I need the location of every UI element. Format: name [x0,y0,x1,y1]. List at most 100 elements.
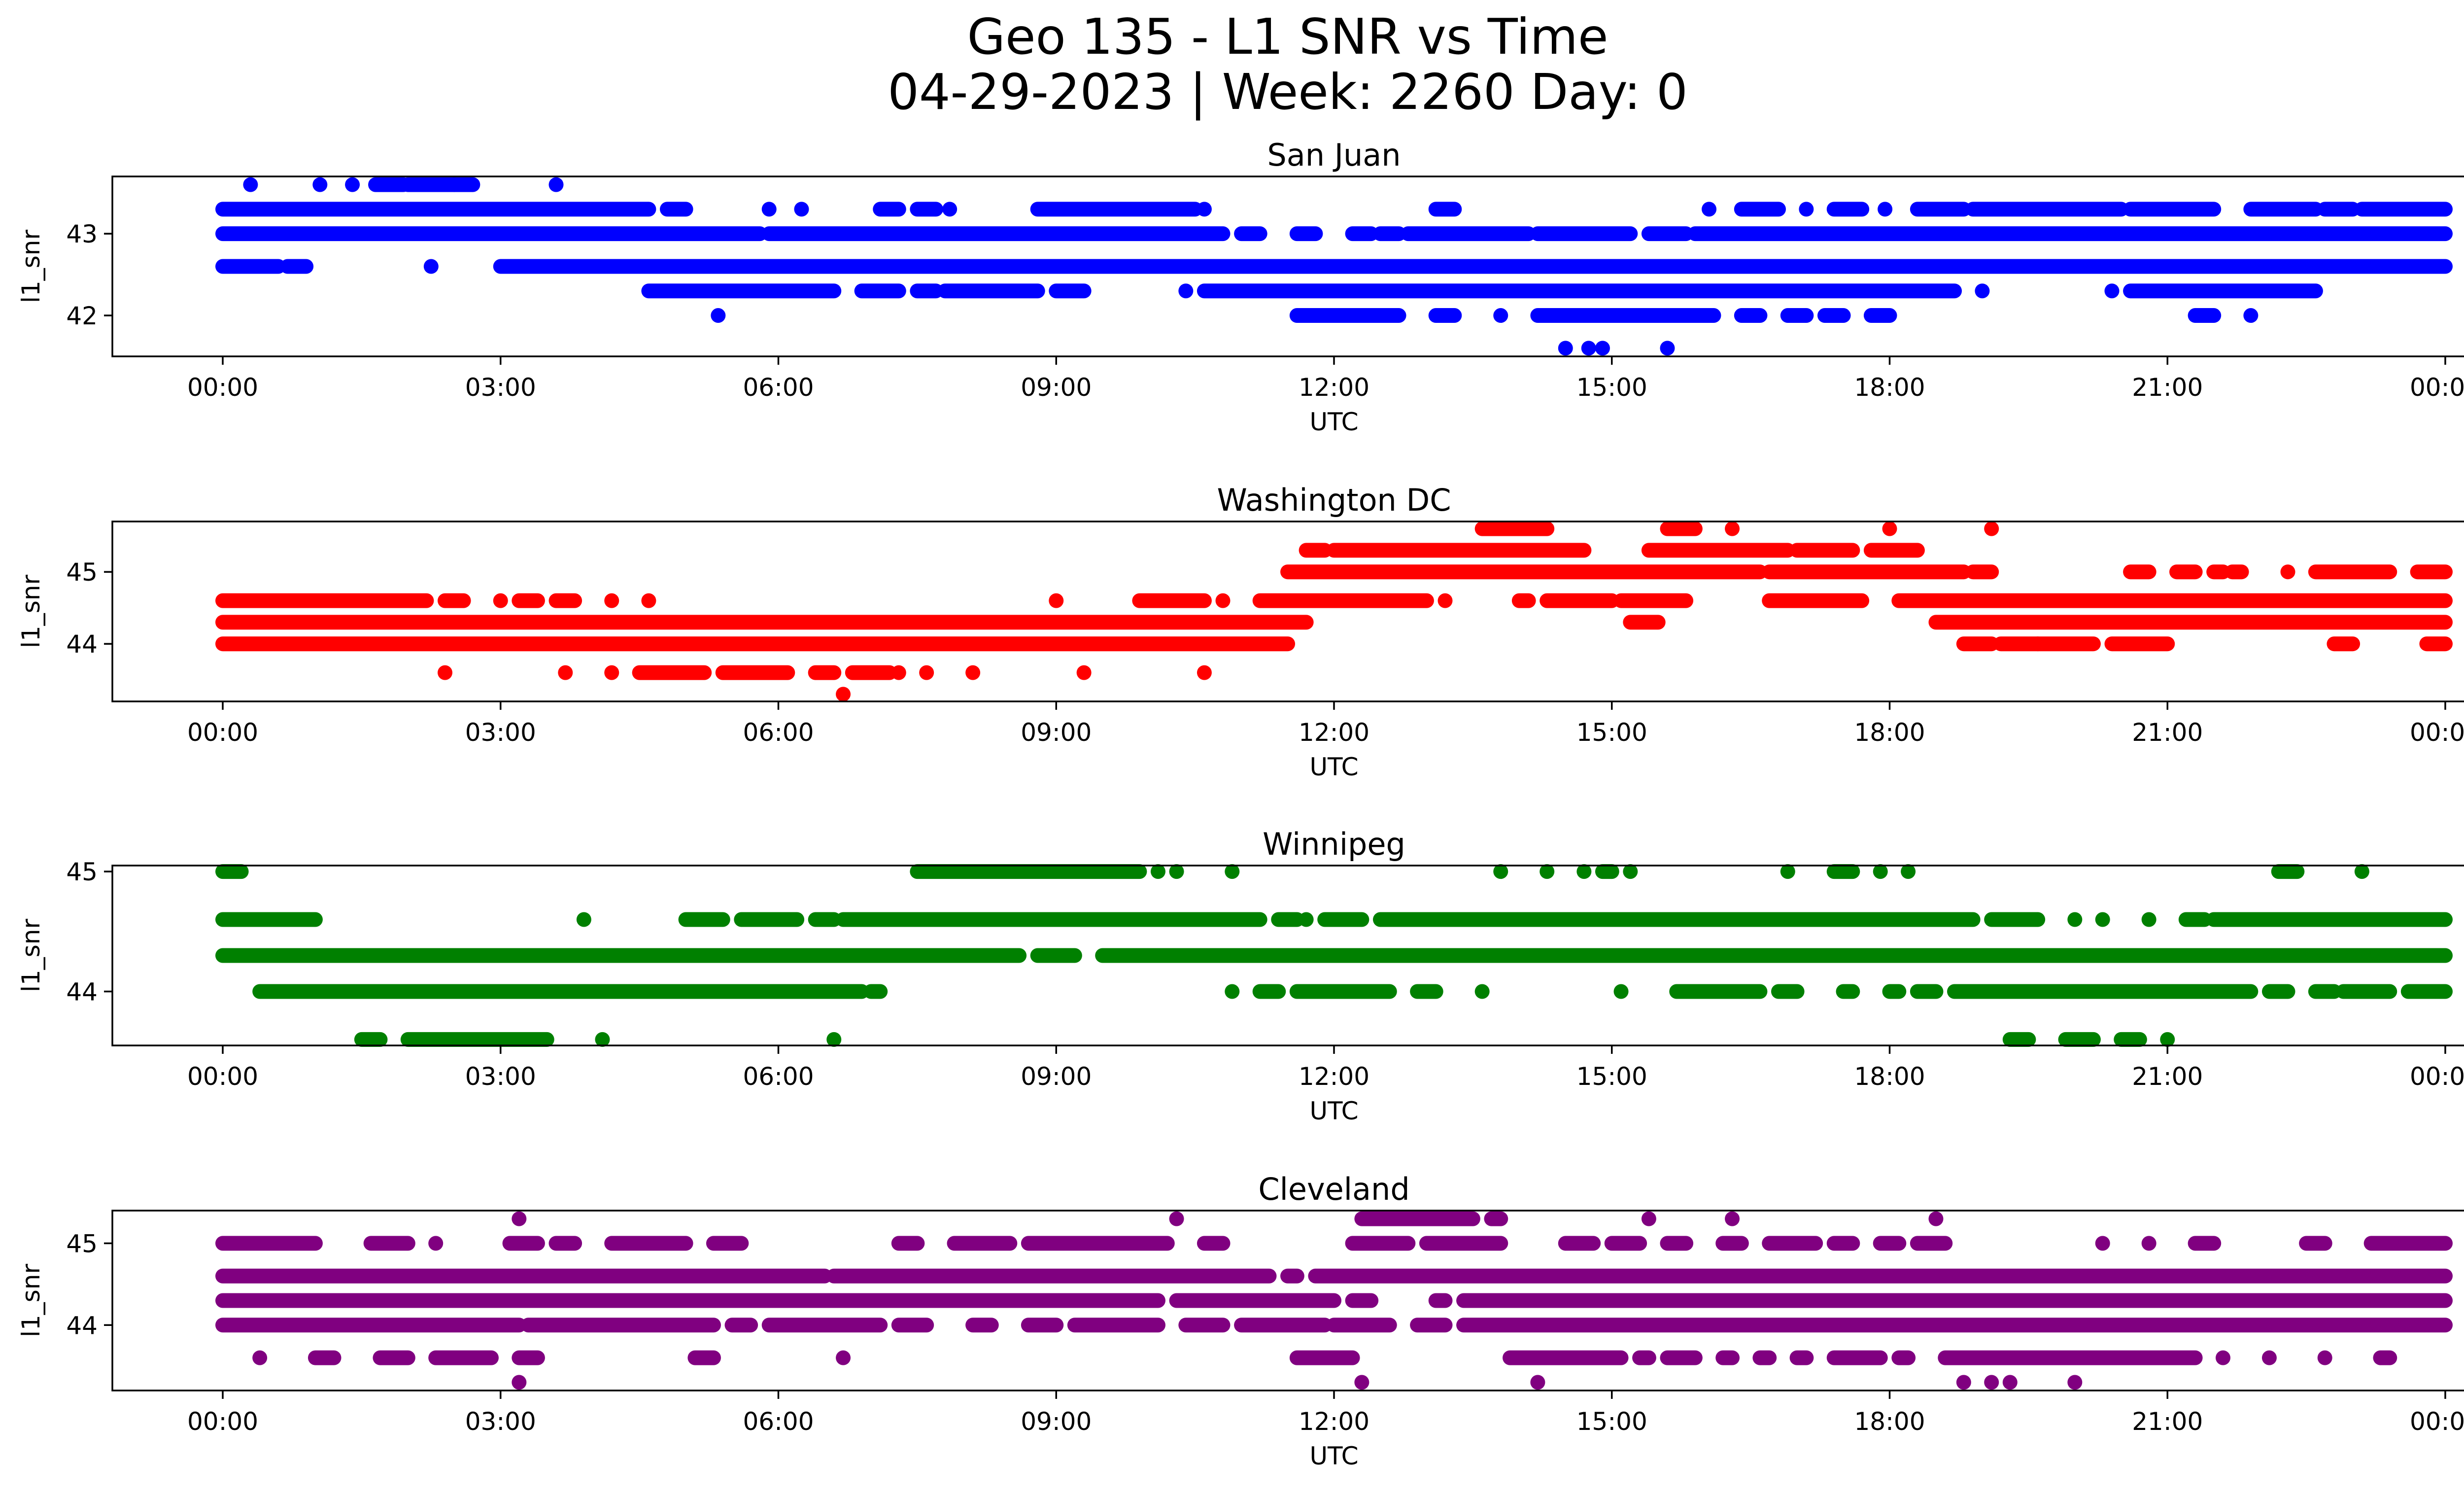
data-point-run [1826,864,1860,879]
data-point-run [2188,1236,2222,1251]
data-points [215,521,2453,702]
data-point [1225,864,1240,879]
data-point-run [1252,593,1434,608]
data-point-run [1252,984,1286,999]
data-point-run [1511,593,1536,608]
data-point [2067,1375,2083,1390]
y-axis: 44 45 l1_snr [17,1229,112,1340]
data-point-run [215,593,434,608]
data-point-run [2114,1032,2147,1047]
x-axis-label: UTC [1309,408,1358,436]
data-point-run [1984,912,2046,927]
data-point-run [937,283,1045,299]
data-point-run [1410,1318,1453,1333]
x-tick-label: 12:00 [1299,373,1369,402]
data-point [1613,984,1629,999]
data-point [761,202,777,217]
data-point-run [1021,1236,1175,1251]
data-point-run [2410,564,2453,580]
x-tick-label: 15:00 [1576,1407,1647,1436]
x-tick-label: 15:00 [1576,373,1647,402]
data-point [1169,1211,1184,1226]
data-point [1299,912,1314,927]
x-tick-label: 06:00 [743,718,814,747]
data-point-run [1197,283,1962,299]
x-tick-label: 15:00 [1576,718,1647,747]
data-point-run [2030,636,2101,652]
data-point [965,665,981,680]
y-axis-label: l1_snr [17,230,45,303]
data-point-run [706,1236,749,1251]
data-points [215,864,2453,1047]
x-tick-label: 09:00 [1021,718,1092,747]
data-point-run [854,283,906,299]
data-point-run [1826,202,1870,217]
data-point-run [1271,912,1304,927]
y-axis-label: l1_snr [17,575,45,648]
data-point-run [1641,543,1795,558]
subplot-winnipeg: Winnipeg 00:00 03:00 06:00 09:00 12:00 15:00 18… [17,826,2464,1125]
data-point-run [502,1236,545,1251]
data-point-run [2308,564,2397,580]
data-point-run [1882,984,1907,999]
data-point-run [1623,615,1666,630]
data-point-run [1715,1350,1740,1365]
y-tick-label: 43 [66,220,98,248]
data-point-run [1762,564,1971,580]
data-point-run [1965,202,2129,217]
data-point-run [215,226,767,242]
y-axis-label: l1_snr [17,1264,45,1337]
data-point-run [215,948,1027,963]
data-point-run [1660,521,1703,536]
data-point-run [1178,1318,1231,1333]
data-point-run [1169,1293,1341,1308]
data-point-run [2104,636,2175,652]
x-tick-label: 09:00 [1021,1407,1092,1436]
data-point-run [2123,564,2156,580]
data-point-run [910,864,1147,879]
data-point-run [1660,1350,1703,1365]
data-point-run [1197,1236,1231,1251]
data-point [1178,283,1194,299]
data-point-run [1826,1236,1860,1251]
data-point-run [1503,1350,1629,1365]
x-tick-label: 21:00 [2132,1062,2203,1091]
data-point-run [400,1032,554,1047]
data-point [1878,202,1893,217]
data-point-run [428,1350,499,1365]
data-point-run [632,665,712,680]
data-point [1984,1375,1999,1390]
subplot-title: Cleveland [1258,1171,1409,1207]
data-point-run [836,912,1267,927]
data-point [641,593,656,608]
data-point-run [1687,226,2453,242]
x-axis: 00:00 03:00 06:00 09:00 12:00 15:00 18:00 21:00… [187,356,2464,436]
data-point-run [1372,226,1406,242]
data-point-run [215,636,1296,652]
data-point [1725,521,1740,536]
data-point-run [2419,636,2453,652]
subplot-title: Winnipeg [1263,826,1405,862]
x-tick-label: 00:00 [187,373,258,402]
data-point [512,1211,527,1226]
data-point-run [863,984,888,999]
data-point-run [1752,1350,1777,1365]
x-tick-label: 21:00 [2132,373,2203,402]
data-point-run [1234,226,1267,242]
data-point [604,665,619,680]
data-point-run [1317,912,1369,927]
x-tick-label: 03:00 [465,1407,536,1436]
data-point [345,177,360,192]
x-axis-label: UTC [1309,1097,1358,1125]
data-point-run [1132,593,1212,608]
data-point-run [215,202,656,217]
data-point [1474,984,1490,999]
data-point [891,665,906,680]
data-point-run [1327,543,1592,558]
data-point-run [873,202,906,217]
data-point-run [308,1350,342,1365]
y-axis: 44 45 l1_snr [17,858,112,1007]
y-axis-label: l1_snr [17,919,45,992]
data-point-run [1289,984,1397,999]
